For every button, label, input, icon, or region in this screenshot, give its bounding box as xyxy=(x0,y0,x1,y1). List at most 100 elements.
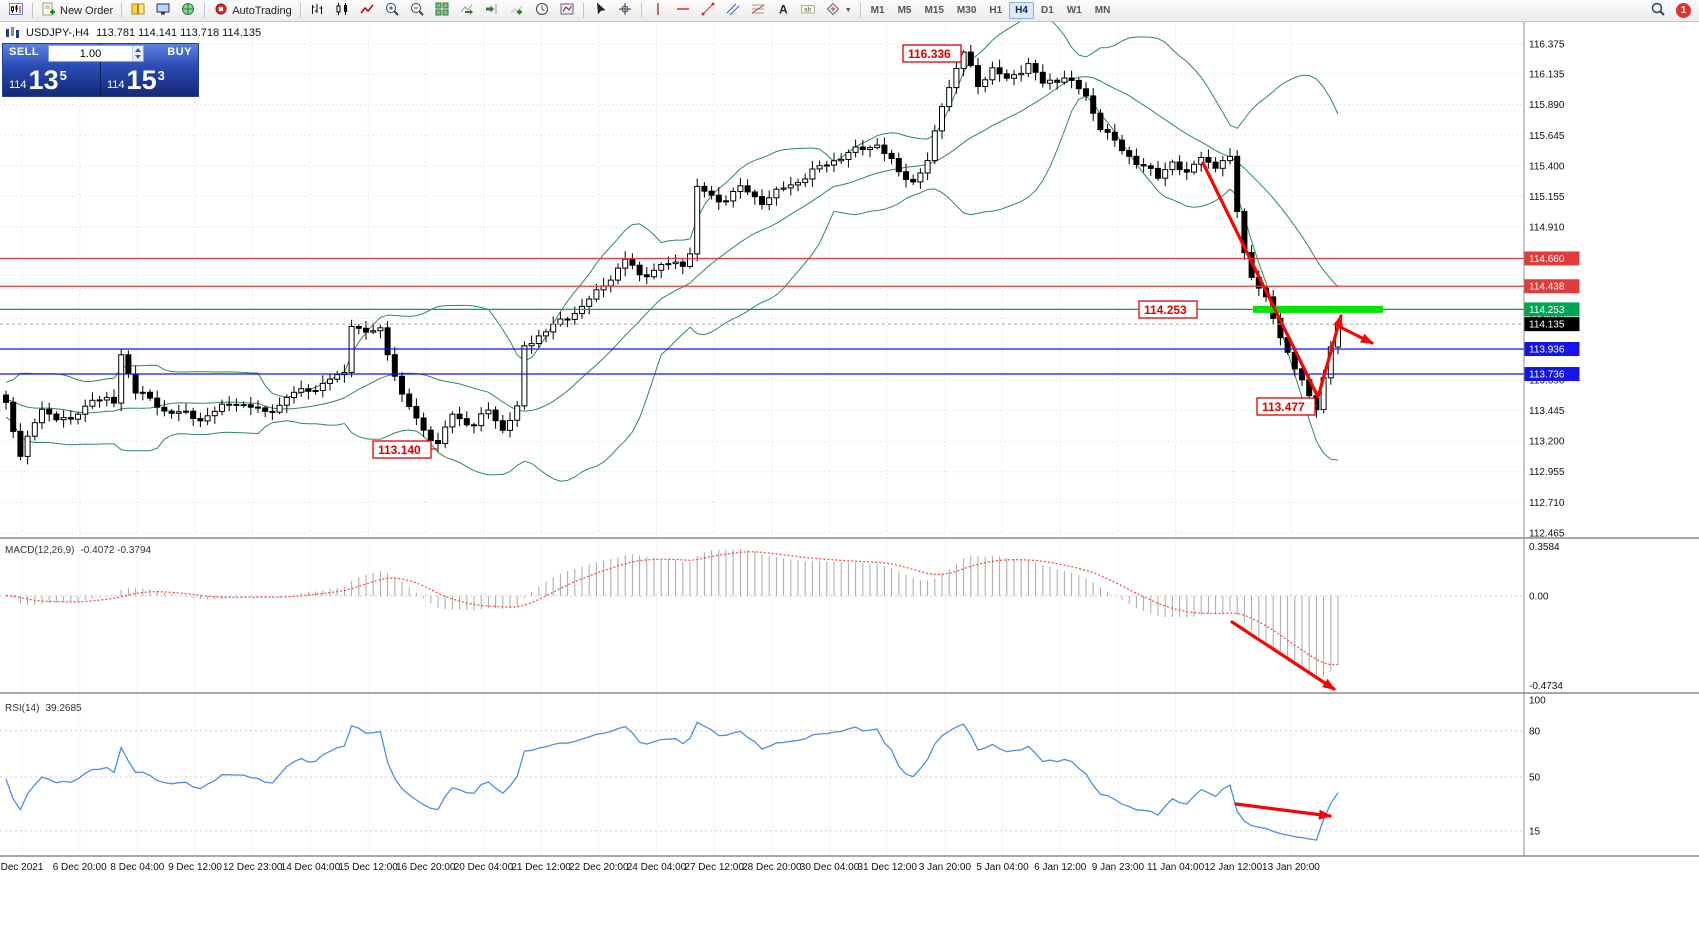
time-axis-label: 13 Jan 20:00 xyxy=(1262,862,1320,873)
time-axis-label: 9 Dec 12:00 xyxy=(168,862,222,873)
arrows-tool-button[interactable]: ▼ xyxy=(821,1,856,21)
search-icon xyxy=(1650,1,1666,20)
periods-button[interactable] xyxy=(530,1,554,21)
time-axis-label: 12 Dec 23:00 xyxy=(222,862,283,873)
timeframe-d1-button[interactable]: D1 xyxy=(1040,5,1054,16)
overlay-indicators xyxy=(5,22,1339,482)
time-axis-label: 9 Jan 23:00 xyxy=(1091,862,1145,873)
price-tag-label: 114.135 xyxy=(1529,320,1565,331)
templates-button[interactable] xyxy=(555,1,579,21)
timeframe-m15-button[interactable]: M15 xyxy=(924,5,944,16)
price-tag-label: 114.438 xyxy=(1529,282,1565,293)
chart-shift-button[interactable] xyxy=(480,1,504,21)
candles xyxy=(3,45,1341,465)
text-label-button[interactable]: ab xyxy=(796,1,820,21)
rsi-axis-label: 100 xyxy=(1529,696,1546,707)
timeframe-m5-button[interactable]: M5 xyxy=(897,5,912,16)
horizontal-line-button[interactable] xyxy=(671,1,695,21)
trend-arrow[interactable] xyxy=(1201,161,1343,399)
trendline-button[interactable] xyxy=(696,1,720,21)
cursor-button[interactable] xyxy=(588,1,612,21)
timeframe-h4-button[interactable]: H4 xyxy=(1009,2,1034,19)
timeframe-h1-button[interactable]: H1 xyxy=(989,5,1003,16)
price-annotation-text: 113.140 xyxy=(378,443,421,457)
auto-scroll-button[interactable] xyxy=(455,1,479,21)
chart-window-icon xyxy=(8,1,24,20)
new-chart-button[interactable] xyxy=(4,1,28,21)
trend-arrow[interactable] xyxy=(1230,620,1336,691)
trend-arrow[interactable] xyxy=(1234,802,1332,820)
tile-windows-button[interactable] xyxy=(430,1,454,21)
lot-spin-up[interactable] xyxy=(133,46,143,54)
bid-price: 114 13 5 xyxy=(9,67,67,94)
time-axis-label: 6 Dec 20:00 xyxy=(52,862,107,873)
price-tag xyxy=(1524,251,1580,266)
price-grid-label: 115.890 xyxy=(1529,100,1565,111)
rsi-axis-label: 80 xyxy=(1529,726,1541,737)
rsi-axis-label: 15 xyxy=(1529,826,1541,837)
macd-axis-label: -0.4734 xyxy=(1529,681,1563,692)
timeframe-mn-button[interactable]: MN xyxy=(1094,5,1111,16)
notification-badge[interactable]: 1 xyxy=(1676,3,1691,18)
navigator-button[interactable] xyxy=(176,1,200,21)
time-axis-label: 27 Dec 12:00 xyxy=(684,862,744,873)
new-order-icon xyxy=(41,1,57,20)
trend-arrow[interactable] xyxy=(1336,324,1374,345)
vertical-line-button[interactable] xyxy=(646,1,670,21)
price-chart[interactable]: 116.375 116.135 115.890 115.645 115.400 115.1… xyxy=(0,22,1699,943)
text-icon: A xyxy=(775,1,791,20)
market-watch-button[interactable] xyxy=(126,1,150,21)
toolbar-separator xyxy=(32,3,33,18)
equidistant-channel-button[interactable] xyxy=(721,1,745,21)
toolbar-separator xyxy=(640,3,642,18)
time-axis[interactable]: Dec 2021 6 Dec 20:00 8 Dec 04:00 9 Dec 12:0… xyxy=(0,858,1524,878)
bid-big-digits: 13 xyxy=(28,65,59,95)
data-window-button[interactable] xyxy=(151,1,175,21)
timeframe-m1-button[interactable]: M1 xyxy=(870,5,885,16)
annotations[interactable]: 116.336 114.253 113.477 113.140 xyxy=(372,44,1383,820)
price-annotation-box[interactable] xyxy=(902,44,962,63)
price-grid-label: 113.445 xyxy=(1529,406,1565,417)
price-tag xyxy=(1524,317,1580,332)
zoom-in-icon xyxy=(384,1,400,20)
zoom-out-button[interactable] xyxy=(405,1,429,21)
zoom-in-button[interactable] xyxy=(380,1,404,21)
price-grid-label: 115.645 xyxy=(1529,131,1565,142)
autotrading-button[interactable]: AutoTrading xyxy=(209,1,296,21)
new-order-button[interactable]: New Order xyxy=(37,1,117,21)
price-annotation-box[interactable] xyxy=(372,440,432,459)
lot-spinner[interactable] xyxy=(132,46,143,61)
highlighted-resistance-zone[interactable] xyxy=(1253,305,1383,313)
tile-windows-icon xyxy=(434,1,450,20)
globe-icon xyxy=(180,1,196,20)
periods-icon xyxy=(534,1,550,20)
price-tag-label: 113.736 xyxy=(1529,370,1565,381)
price-axis[interactable]: 116.375 116.135 115.890 115.645 115.400 115.1… xyxy=(0,22,1699,857)
buy-label: BUY xyxy=(167,46,192,58)
time-axis-label: 5 Jan 04:00 xyxy=(976,862,1029,873)
crosshair-button[interactable] xyxy=(613,1,637,21)
timeframe-m30-button[interactable]: M30 xyxy=(956,5,977,16)
timeframe-w1-button[interactable]: W1 xyxy=(1066,5,1082,16)
time-axis-label: Dec 2021 xyxy=(0,862,44,873)
bar-chart-mode-button[interactable] xyxy=(305,1,329,21)
book-icon xyxy=(130,1,146,20)
lot-size-input[interactable]: 1.00 xyxy=(48,45,144,62)
autotrading-icon xyxy=(213,1,229,20)
indicators-button[interactable] xyxy=(505,1,529,21)
price-grid-label: 112.710 xyxy=(1529,498,1565,509)
bid-prefix: 114 xyxy=(9,79,27,91)
ask-big-digits: 15 xyxy=(126,65,157,95)
price-annotation-box[interactable] xyxy=(1138,300,1198,319)
rsi-value: 39.2685 xyxy=(45,703,82,714)
price-grid-label: 112.955 xyxy=(1529,467,1565,478)
time-axis-label: 16 Dec 20:00 xyxy=(396,862,456,873)
price-annotation-box[interactable] xyxy=(1256,397,1316,416)
lot-spin-down[interactable] xyxy=(133,53,143,61)
chart-window: 116.375 116.135 115.890 115.645 115.400 115.1… xyxy=(0,22,1699,943)
candlestick-mode-button[interactable] xyxy=(330,1,354,21)
fibonacci-button[interactable] xyxy=(746,1,770,21)
line-chart-mode-button[interactable] xyxy=(355,1,379,21)
text-button[interactable]: A xyxy=(771,1,795,21)
search-button[interactable] xyxy=(1646,1,1670,21)
